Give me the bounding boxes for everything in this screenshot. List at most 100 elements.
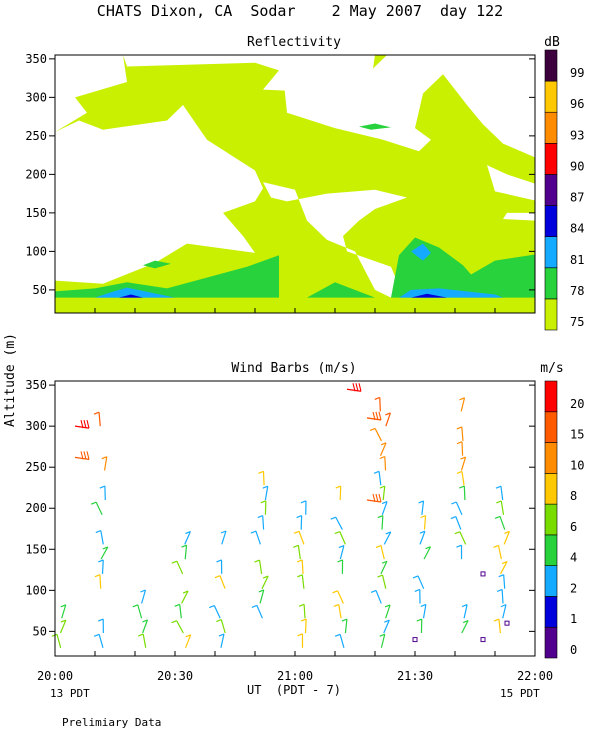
reflectivity-y-axis: 50 100 150 200 250 300 350 (25, 52, 535, 297)
wind-barb (185, 634, 192, 649)
wind-barb-flag (372, 493, 376, 503)
wind-barb-flag (496, 588, 503, 593)
wind-barb (264, 486, 269, 501)
colorbar-label: 81 (570, 253, 584, 267)
wind-barb (498, 619, 501, 634)
wind-barb (502, 604, 507, 619)
wind-barb-flag (459, 397, 465, 401)
wind-barb (100, 546, 109, 560)
preliminary-data-note: Prelimiary Data (62, 716, 161, 729)
contour-below-75 (55, 105, 263, 284)
wind-barb (262, 471, 265, 486)
wind-barb (255, 530, 261, 545)
wind-barb (142, 633, 147, 648)
wind-barb-flag (375, 544, 382, 549)
wind-barb (366, 417, 382, 421)
wind-barb-flag (132, 604, 138, 608)
wind-barb-flag (254, 559, 260, 563)
wind-barb-flag (456, 426, 463, 430)
wind-barb-flag (258, 589, 264, 593)
wind-barb-flag (216, 619, 222, 623)
wind-barb-flag (374, 396, 380, 400)
wind-barb-flag (94, 574, 101, 578)
wind-barb (181, 590, 189, 604)
wind-barb-flag (334, 633, 341, 637)
wind-barb-flag (369, 427, 376, 432)
wind-barb-flag (262, 575, 269, 579)
wind-barb-flag (456, 470, 463, 474)
wind-barb (335, 516, 343, 530)
wind-barb (219, 575, 226, 589)
x-tick-label: 21:30 (397, 669, 433, 683)
wind-barb-flag (379, 633, 385, 637)
wind-barb-flag (494, 515, 501, 519)
wind-barb (417, 575, 425, 589)
contour-below-75 (263, 182, 407, 298)
wind-barb-flag (296, 559, 303, 563)
wind-barb (99, 574, 102, 589)
y-tick-label: 350 (25, 378, 47, 392)
wind-barb-flag (379, 485, 385, 489)
calm-marker (412, 637, 418, 643)
wind-barbs (51, 383, 510, 649)
right-date-label: 15 PDT (500, 687, 540, 700)
wind-barb-flag (51, 633, 58, 637)
wind-barb-flag (90, 501, 97, 505)
wind-barb (184, 531, 191, 545)
wind-barb-flag (425, 546, 431, 550)
colorbar-label: 93 (570, 128, 584, 142)
wind-barb-flag (504, 530, 510, 534)
wind-barb (103, 456, 108, 471)
wind-barb-flag (86, 451, 90, 460)
wind-barb (74, 456, 90, 460)
wind-barb-flag (102, 546, 109, 550)
contour-84 (411, 293, 447, 298)
wind-barb-flag (257, 515, 263, 519)
colorbar-swatch (544, 442, 558, 474)
left-date-label: 13 PDT (50, 687, 90, 700)
wind-barb-flag (381, 501, 388, 505)
wind-barb (423, 546, 432, 560)
wind-barb (61, 604, 67, 619)
contour-below-75 (435, 55, 535, 158)
wind-barb-flag (93, 633, 100, 637)
wind-barb (385, 604, 391, 619)
colorbar-swatch (544, 565, 558, 597)
wind-barb (500, 486, 504, 501)
wind-barb (179, 604, 182, 619)
colorbar-swatch (544, 80, 558, 113)
wind-barb (56, 634, 62, 648)
wind-barb-flag (500, 604, 507, 608)
wind-barb-flag (378, 411, 382, 421)
wind-barb-flag (378, 493, 382, 503)
reflectivity-contours (55, 55, 535, 313)
wind-barb-flag (185, 530, 191, 535)
wind-barb-flag (80, 420, 84, 429)
colorbar-label: 8 (570, 489, 577, 503)
wind-barb (220, 619, 226, 634)
calm-marker (480, 637, 486, 643)
wind-barb-flag (460, 456, 466, 460)
colorbar-label: 0 (570, 643, 577, 657)
wind-barb-flag (420, 515, 426, 519)
wind-barb (382, 486, 386, 501)
wind-barb (381, 515, 384, 530)
wind-barb (422, 604, 427, 619)
wind-barb-flag (333, 603, 340, 607)
wind-barb-flag (220, 530, 227, 534)
wind-barb-flag (140, 589, 146, 593)
wind-barb (385, 412, 391, 427)
wind-barb-flag (298, 603, 305, 607)
wind-barb-flag (375, 411, 379, 421)
wind-barb-flag (99, 485, 106, 489)
x-axis-label: UT (PDT - 7) (247, 683, 341, 697)
wind-barb-flag (142, 619, 148, 623)
contour-below-75 (55, 55, 127, 133)
colorbar-label: 75 (570, 315, 584, 329)
wind-barb (258, 559, 263, 574)
y-tick-label: 100 (25, 244, 47, 258)
wind-barb-flag (332, 590, 338, 594)
y-tick-label: 200 (25, 167, 47, 181)
wind-barb-flag (86, 420, 90, 429)
y-tick-label: 300 (25, 419, 47, 433)
